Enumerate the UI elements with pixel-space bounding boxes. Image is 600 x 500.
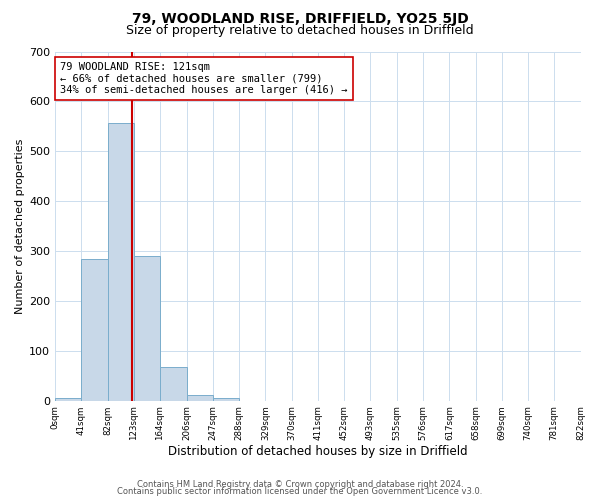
Bar — [82, 260, 107, 400]
Text: 79, WOODLAND RISE, DRIFFIELD, YO25 5JD: 79, WOODLAND RISE, DRIFFIELD, YO25 5JD — [131, 12, 469, 26]
Text: 79 WOODLAND RISE: 121sqm
← 66% of detached houses are smaller (799)
34% of semi-: 79 WOODLAND RISE: 121sqm ← 66% of detach… — [61, 62, 348, 95]
Bar — [187, 394, 213, 400]
Bar — [160, 366, 187, 400]
Bar — [107, 123, 134, 400]
Bar — [213, 398, 239, 400]
Text: Size of property relative to detached houses in Driffield: Size of property relative to detached ho… — [126, 24, 474, 37]
X-axis label: Distribution of detached houses by size in Driffield: Distribution of detached houses by size … — [168, 444, 467, 458]
Bar — [55, 398, 82, 400]
Text: Contains public sector information licensed under the Open Government Licence v3: Contains public sector information licen… — [118, 488, 482, 496]
Y-axis label: Number of detached properties: Number of detached properties — [15, 138, 25, 314]
Text: Contains HM Land Registry data © Crown copyright and database right 2024.: Contains HM Land Registry data © Crown c… — [137, 480, 463, 489]
Bar — [134, 256, 160, 400]
